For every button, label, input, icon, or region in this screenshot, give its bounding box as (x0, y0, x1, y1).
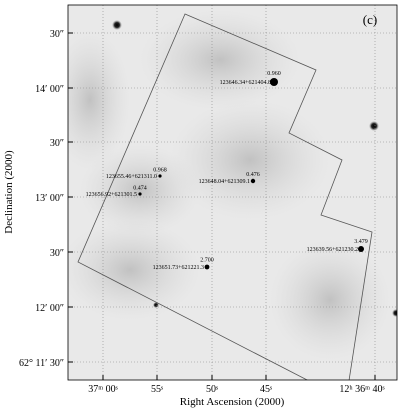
x-tick-label: 45ˢ (260, 384, 272, 395)
source-name: 123648.04+621309.1 (199, 179, 250, 185)
y-tick-label: 62° 11′ 30″ (19, 358, 64, 369)
source-name: 123655.46+621311.0 (106, 174, 157, 180)
source-value: 0.474 (133, 185, 147, 191)
source-value: 2.700 (200, 258, 214, 264)
panel-label: (c) (363, 12, 377, 27)
source-dot (270, 78, 278, 86)
source-value: 0.968 (153, 167, 167, 173)
source-dot (250, 178, 256, 184)
source-value: 0.476 (246, 172, 260, 178)
x-tick-label: 37ᵐ 00ˢ (88, 384, 118, 395)
y-tick-label: 14′ 00″ (35, 84, 64, 95)
y-axis-title: Declination (2000) (3, 150, 15, 234)
sky-image: 123646.34+621404.8 0.960 123655.46+621311.… (68, 5, 397, 380)
y-tick-label: 12′ 00″ (35, 303, 64, 314)
x-axis-title: Right Ascension (2000) (180, 396, 285, 408)
source-name: 123656.92+621301.5 (86, 192, 137, 198)
y-tick-label: 13′ 00″ (35, 193, 64, 204)
y-tick-label: 30″ (50, 29, 64, 40)
y-tick-label: 30″ (50, 138, 64, 149)
x-tick-label: 12ʰ 36ᵐ 40ˢ (339, 384, 384, 395)
source-name: 123651.73+621221.3 (153, 265, 204, 271)
source-name: 123639.56+621230.2 (307, 247, 358, 253)
source-value: 0.960 (267, 71, 281, 77)
x-tick-label: 50ˢ (206, 384, 218, 395)
source-dot (158, 174, 162, 178)
x-tick-label: 55ˢ (151, 384, 163, 395)
source-name: 123646.34+621404.8 (220, 80, 271, 86)
y-tick-label: 30″ (50, 248, 64, 259)
source-dot (138, 192, 142, 196)
source-dot (204, 264, 210, 270)
source-dot (358, 246, 364, 252)
source-value: 3.479 (354, 239, 368, 245)
